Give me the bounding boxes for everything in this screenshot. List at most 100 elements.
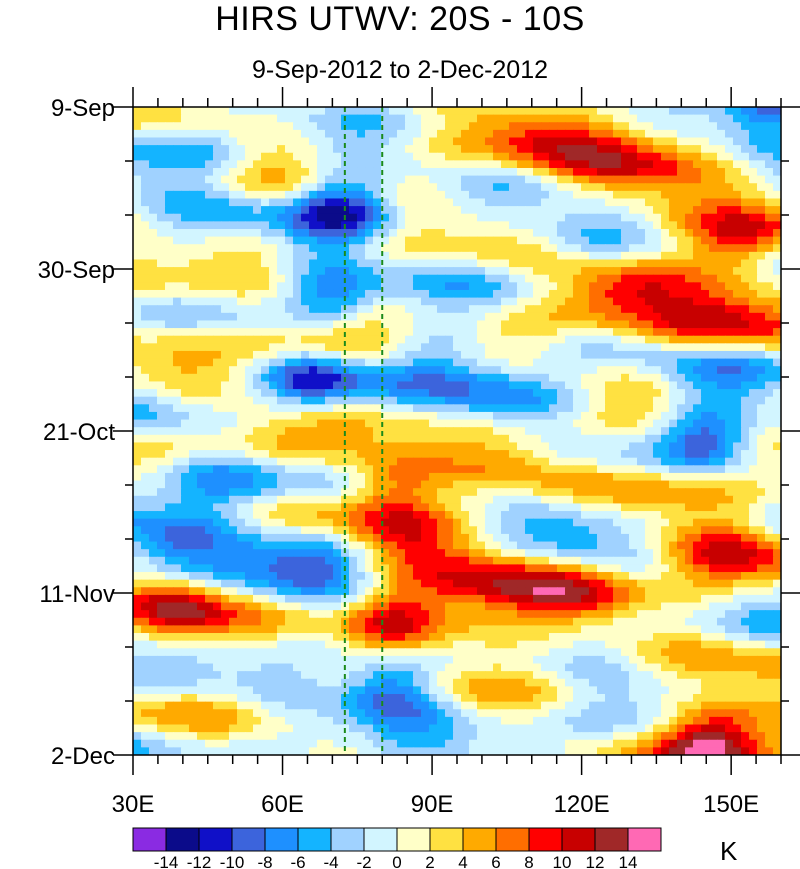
- field-cell: [717, 183, 726, 192]
- field-cell: [741, 526, 750, 535]
- field-cell: [221, 518, 230, 527]
- field-cell: [397, 175, 406, 184]
- field-cell: [533, 274, 542, 283]
- field-cell: [525, 343, 534, 352]
- field-cell: [477, 373, 486, 383]
- field-cell: [621, 442, 630, 451]
- field-cell: [661, 251, 670, 261]
- field-cell: [181, 122, 190, 131]
- field-cell: [501, 511, 510, 520]
- field-cell: [349, 572, 358, 581]
- field-cell: [509, 228, 518, 238]
- field-cell: [309, 221, 318, 230]
- field-cell: [349, 167, 358, 177]
- field-cell: [429, 457, 438, 466]
- field-cell: [253, 381, 262, 390]
- field-cell: [701, 312, 710, 322]
- field-cell: [381, 465, 390, 474]
- field-cell: [693, 396, 702, 405]
- field-cell: [237, 427, 246, 436]
- field-cell: [309, 152, 318, 161]
- field-cell: [285, 366, 294, 375]
- field-cell: [693, 404, 702, 413]
- field-cell: [629, 373, 638, 383]
- field-cell: [405, 541, 414, 550]
- field-cell: [373, 183, 382, 192]
- field-cell: [525, 267, 534, 276]
- field-cell: [541, 472, 550, 482]
- field-cell: [421, 160, 430, 169]
- field-cell: [205, 114, 214, 123]
- field-cell: [461, 267, 470, 276]
- field-cell: [477, 320, 486, 329]
- field-cell: [581, 511, 590, 520]
- field-cell: [189, 343, 198, 352]
- field-cell: [741, 556, 750, 566]
- field-cell: [589, 328, 598, 337]
- field-cell: [397, 274, 406, 283]
- field-cell: [733, 190, 742, 200]
- field-cell: [349, 480, 358, 489]
- field-cell: [485, 488, 494, 497]
- field-cell: [205, 198, 214, 207]
- field-cell: [477, 175, 486, 184]
- field-cell: [549, 259, 558, 268]
- field-cell: [629, 107, 638, 116]
- field-cell: [205, 335, 214, 344]
- field-cell: [725, 495, 734, 505]
- field-cell: [165, 511, 174, 520]
- field-cell: [461, 190, 470, 200]
- field-cell: [445, 244, 454, 253]
- field-cell: [373, 297, 382, 306]
- field-cell: [197, 267, 206, 276]
- field-cell: [405, 282, 414, 291]
- field-cell: [581, 244, 590, 253]
- field-cell: [165, 373, 174, 383]
- field-cell: [517, 221, 526, 230]
- field-cell: [477, 274, 486, 283]
- field-cell: [133, 114, 142, 123]
- field-cell: [517, 244, 526, 253]
- field-cell: [477, 289, 486, 299]
- field-cell: [741, 305, 750, 314]
- field-cell: [405, 457, 414, 466]
- field-cell: [565, 434, 574, 444]
- field-cell: [141, 518, 150, 527]
- field-cell: [685, 198, 694, 207]
- field-cell: [685, 152, 694, 161]
- field-cell: [613, 221, 622, 230]
- field-cell: [237, 213, 246, 222]
- field-cell: [173, 122, 182, 131]
- field-cell: [213, 221, 222, 230]
- field-cell: [645, 213, 654, 222]
- field-cell: [653, 450, 662, 459]
- field-cell: [189, 350, 198, 360]
- field-cell: [229, 541, 238, 550]
- field-cell: [685, 358, 694, 367]
- field-cell: [533, 404, 542, 413]
- field-cell: [629, 472, 638, 482]
- field-cell: [573, 312, 582, 322]
- field-cell: [253, 457, 262, 466]
- field-cell: [309, 434, 318, 444]
- field-cell: [757, 358, 766, 367]
- field-cell: [365, 114, 374, 123]
- field-cell: [741, 312, 750, 322]
- field-cell: [421, 244, 430, 253]
- field-cell: [717, 259, 726, 268]
- field-cell: [765, 129, 774, 139]
- field-cell: [133, 213, 142, 222]
- field-cell: [165, 389, 174, 398]
- field-cell: [741, 236, 750, 245]
- field-cell: [485, 335, 494, 344]
- field-cell: [197, 206, 206, 215]
- field-cell: [189, 137, 198, 146]
- field-cell: [149, 198, 158, 207]
- field-cell: [637, 221, 646, 230]
- field-cell: [261, 427, 270, 436]
- field-cell: [597, 244, 606, 253]
- field-cell: [325, 145, 334, 154]
- field-cell: [413, 564, 422, 573]
- field-cell: [397, 335, 406, 344]
